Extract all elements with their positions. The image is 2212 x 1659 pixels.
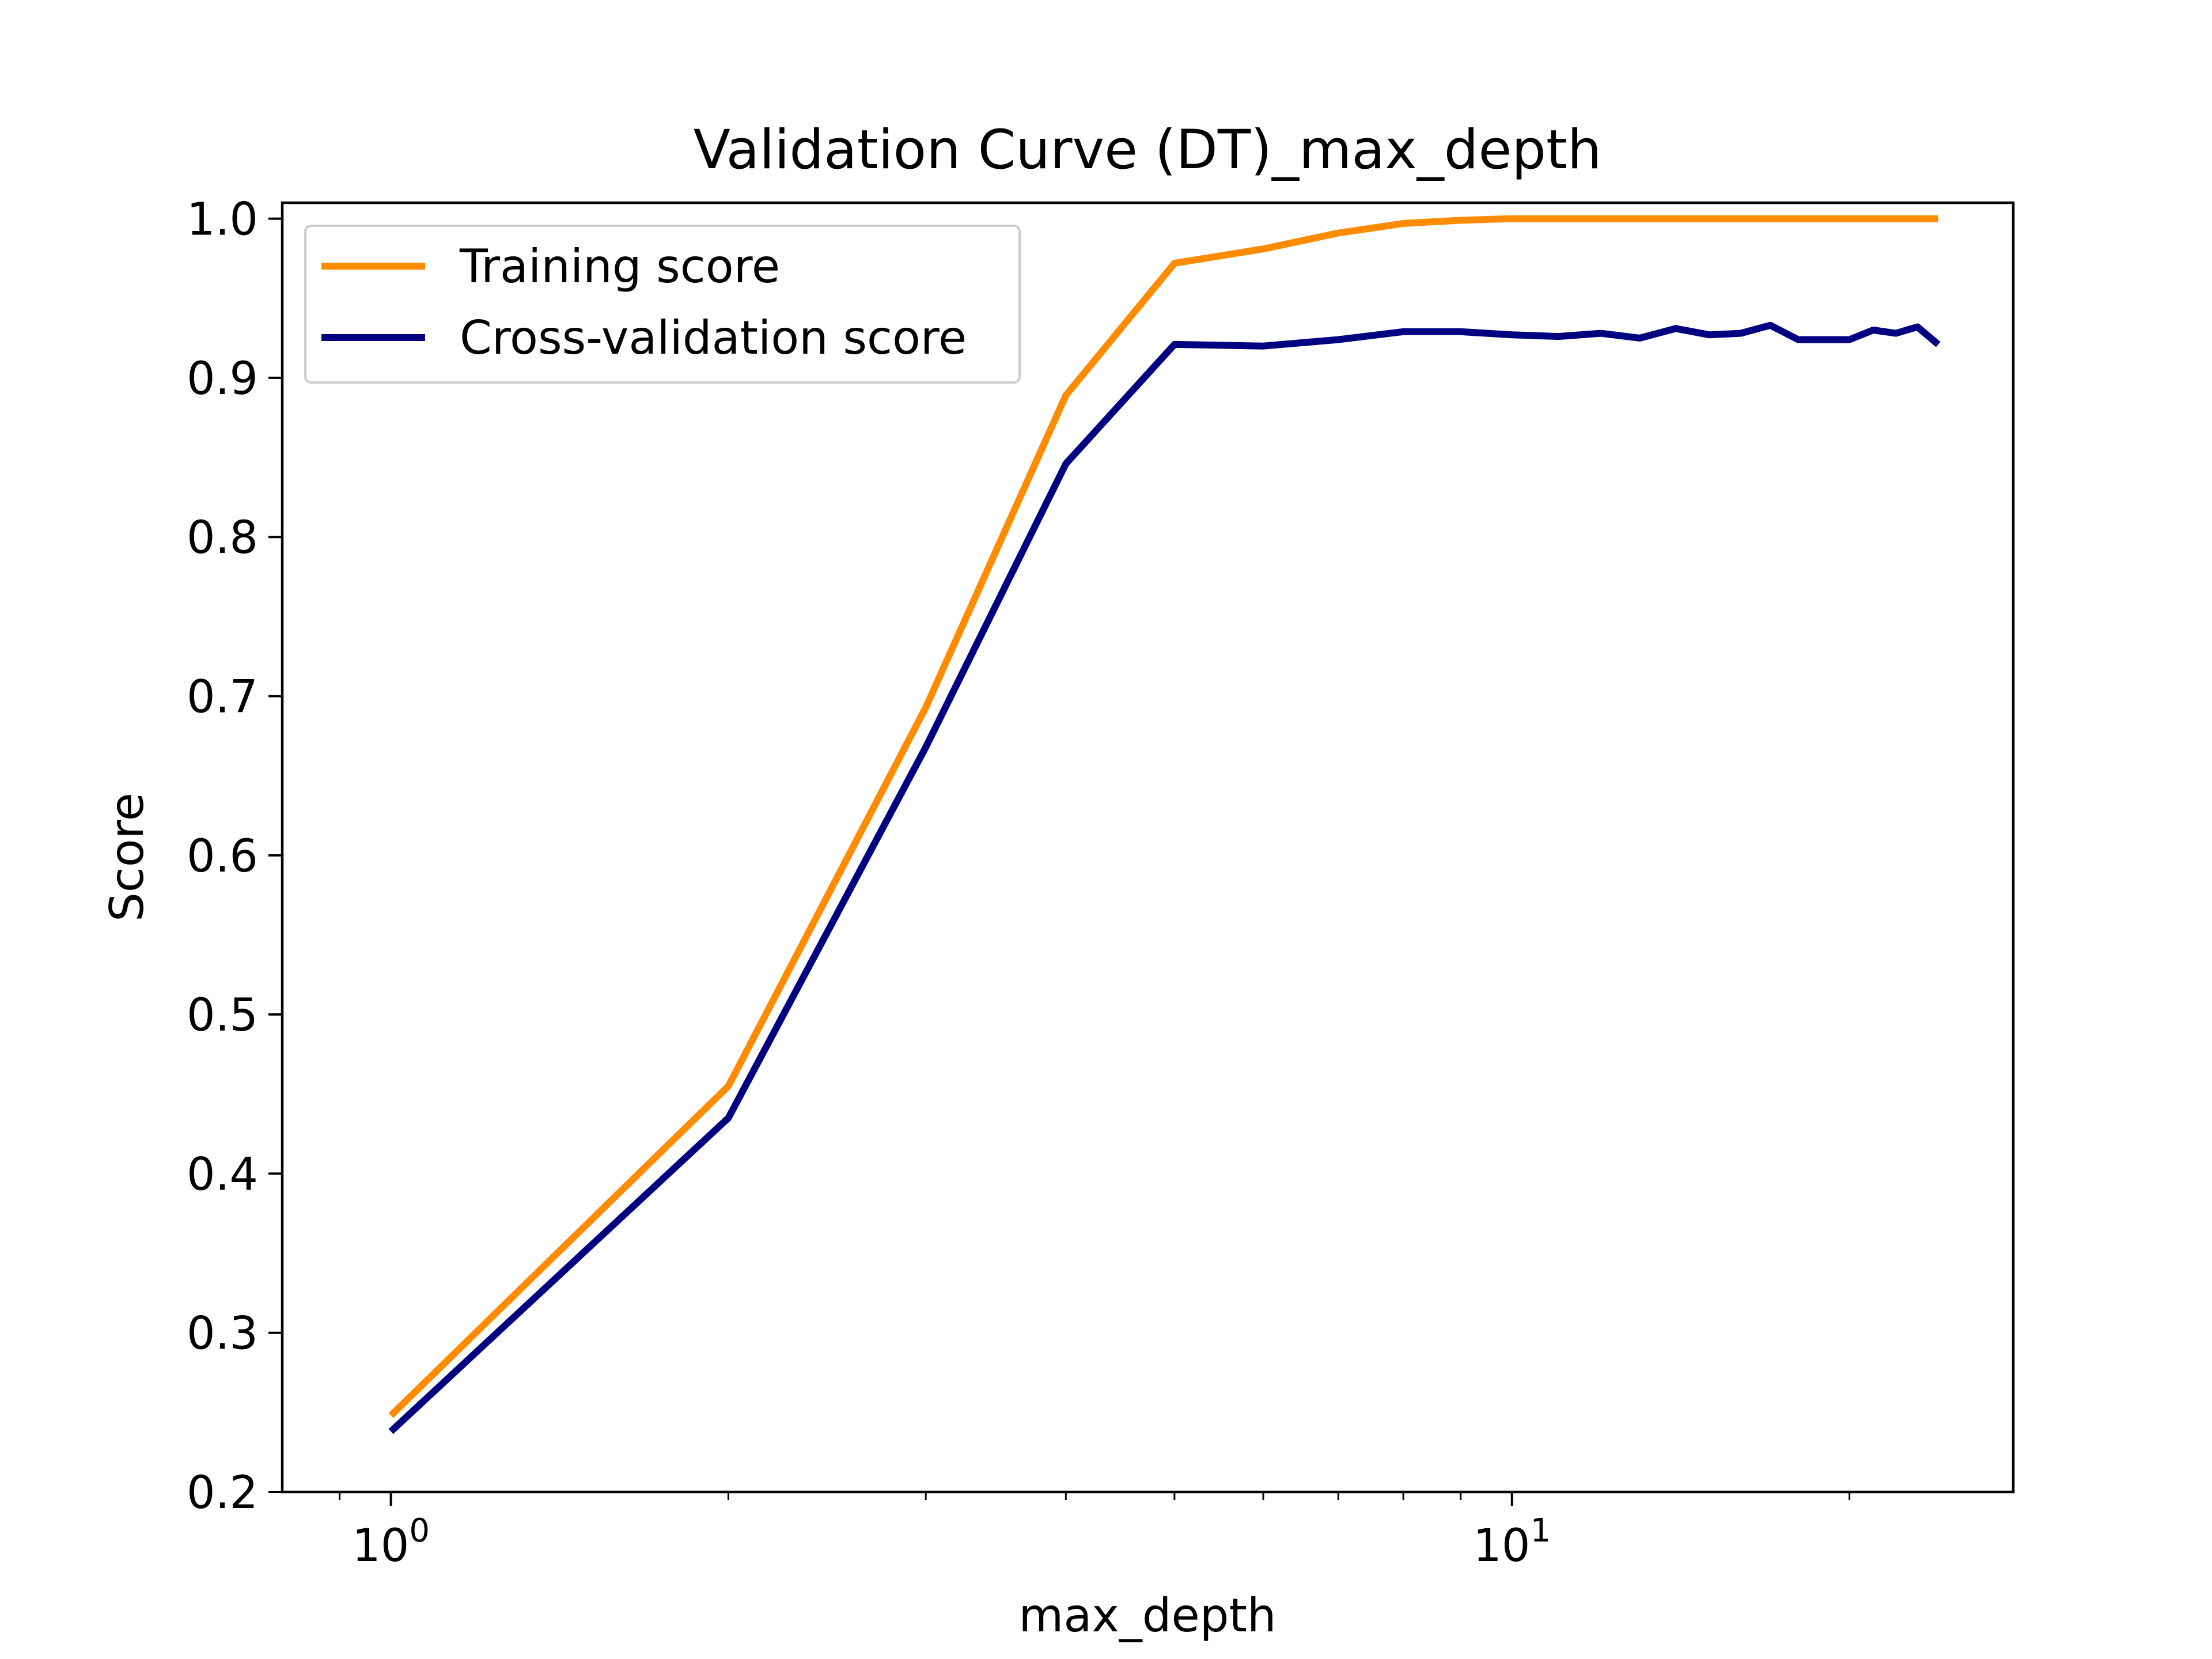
y-tick-label: 0.6	[187, 831, 258, 882]
x-axis: 100 101	[339, 1492, 1851, 1572]
x-tick-exponent: 0	[409, 1512, 430, 1550]
legend: Training score Cross-validation score	[304, 225, 1021, 384]
y-tick-label: 0.8	[187, 512, 258, 564]
y-tick-label: 0.5	[187, 990, 258, 1041]
y-tick-label: 1.0	[187, 194, 258, 246]
plot-lines	[388, 215, 1941, 1434]
x-tick-label: 100	[352, 1512, 430, 1572]
y-tick-label: 0.2	[187, 1467, 258, 1519]
y-axis-label: Score	[100, 793, 154, 922]
x-axis-label: max_depth	[1018, 1589, 1276, 1642]
chart-title: Validation Curve (DT)_max_depth	[694, 119, 1602, 181]
series-line-0	[388, 215, 1938, 1418]
legend-label-0: Training score	[459, 240, 780, 293]
plot-area-frame	[281, 201, 2015, 1494]
x-tick-base: 10	[352, 1520, 409, 1572]
legend-label-1: Cross-validation score	[460, 311, 967, 365]
series-line-1	[388, 321, 1941, 1434]
legend-box	[304, 225, 1021, 384]
y-tick-label: 0.4	[187, 1149, 258, 1200]
y-tick-label: 0.9	[187, 353, 258, 405]
y-tick-label: 0.7	[187, 672, 258, 724]
y-tick-label: 0.3	[187, 1308, 258, 1360]
x-tick-base: 10	[1473, 1520, 1530, 1572]
x-tick-exponent: 1	[1531, 1512, 1551, 1550]
y-axis: 0.2 0.3 0.4 0.5 0.6 0.7 0.8 0.9 1.0	[187, 194, 282, 1519]
x-tick-label: 101	[1473, 1512, 1551, 1572]
